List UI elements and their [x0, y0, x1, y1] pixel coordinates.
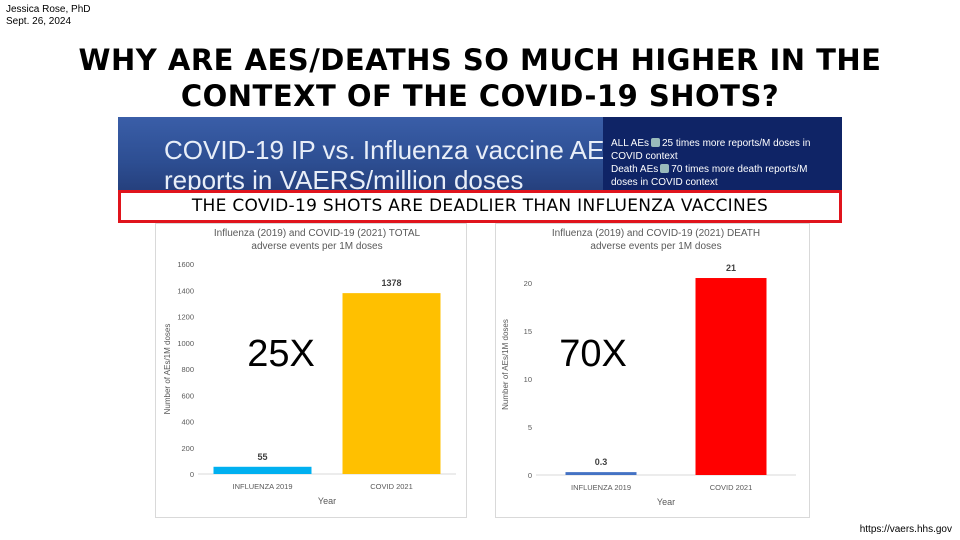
y-axis-label: Number of AEs/1M doses	[163, 324, 172, 415]
note-text: 25 times more reports/M doses in COVID c…	[611, 138, 811, 162]
slide-title: WHY ARE AES/DEATHS SO MUCH HIGHER IN THE…	[0, 42, 960, 114]
chart-title-line-1: Influenza (2019) and COVID-19 (2021) TOT…	[214, 228, 421, 239]
y-tick-label: 1000	[177, 339, 194, 348]
data-label: 0.3	[595, 457, 608, 467]
x-axis-label: Year	[657, 497, 675, 507]
title-line-2: CONTEXT OF THE COVID-19 SHOTS?	[180, 79, 780, 113]
chart-title-line-2: adverse events per 1M doses	[251, 241, 382, 252]
y-tick-label: 600	[181, 391, 194, 400]
banner-note: ALL AEs 25 times more reports/M doses in …	[603, 117, 842, 192]
y-tick-label: 400	[181, 418, 194, 427]
source-slide-banner: COVID-19 IP vs. Influenza vaccine AE rep…	[118, 117, 842, 195]
y-tick-label: 1600	[177, 260, 194, 269]
note-label: ALL AEs	[611, 138, 649, 149]
total-ae-chart: Influenza (2019) and COVID-19 (2021) TOT…	[155, 223, 467, 518]
author-info: Jessica Rose, PhD Sept. 26, 2024	[6, 4, 90, 28]
y-axis-label: Number of AEs/1M doses	[501, 319, 510, 410]
note-all-aes: ALL AEs 25 times more reports/M doses in …	[611, 137, 836, 163]
data-label: 21	[726, 263, 736, 273]
y-tick-label: 5	[528, 423, 532, 432]
x-axis-label: Year	[318, 496, 336, 506]
bar-influenza	[565, 472, 637, 475]
source-link[interactable]: https://vaers.hhs.gov	[859, 524, 952, 535]
data-label: 55	[257, 452, 267, 462]
chart-svg: Influenza (2019) and COVID-19 (2021) TOT…	[163, 228, 456, 506]
y-tick-label: 15	[524, 327, 532, 336]
y-tick-label: 200	[181, 444, 194, 453]
x-tick-label: INFLUENZA 2019	[232, 482, 292, 491]
y-tick-label: 0	[190, 470, 194, 479]
author-date: Sept. 26, 2024	[6, 16, 72, 27]
banner-title: COVID-19 IP vs. Influenza vaccine AE rep…	[164, 135, 604, 195]
chart-svg: Influenza (2019) and COVID-19 (2021) DEA…	[501, 228, 796, 507]
author-name: Jessica Rose, PhD	[6, 4, 91, 15]
chart-title-line-1: Influenza (2019) and COVID-19 (2021) DEA…	[552, 228, 760, 239]
right-arrow-icon	[660, 164, 670, 173]
note-text: 70 times more death reports/M doses in C…	[611, 164, 808, 188]
title-line-1: WHY ARE AES/DEATHS SO MUCH HIGHER IN THE	[78, 43, 882, 77]
x-tick-label: COVID 2021	[710, 483, 753, 492]
death-ae-chart: Influenza (2019) and COVID-19 (2021) DEA…	[495, 223, 810, 518]
y-tick-label: 1400	[177, 286, 194, 295]
bar-influenza	[213, 466, 312, 474]
bar-covid	[695, 278, 767, 475]
multiplier-annotation: 70X	[559, 333, 627, 375]
y-tick-label: 800	[181, 365, 194, 374]
data-label: 1378	[381, 278, 401, 288]
callout-box: THE COVID-19 SHOTS ARE DEADLIER THAN INF…	[118, 190, 842, 223]
y-tick-label: 0	[528, 471, 532, 480]
chart-title-line-2: adverse events per 1M doses	[590, 241, 721, 252]
y-tick-label: 10	[524, 375, 532, 384]
multiplier-annotation: 25X	[247, 333, 315, 375]
note-label: Death AEs	[611, 164, 659, 175]
banner-title-line-1: COVID-19 IP vs. Influenza vaccine AE	[164, 135, 605, 165]
x-tick-label: INFLUENZA 2019	[571, 483, 631, 492]
y-tick-label: 1200	[177, 313, 194, 322]
note-death-aes: Death AEs 70 times more death reports/M d…	[611, 163, 836, 189]
y-tick-label: 20	[524, 279, 532, 288]
bar-covid	[342, 293, 441, 474]
x-tick-label: COVID 2021	[370, 482, 413, 491]
right-arrow-icon	[651, 138, 660, 147]
